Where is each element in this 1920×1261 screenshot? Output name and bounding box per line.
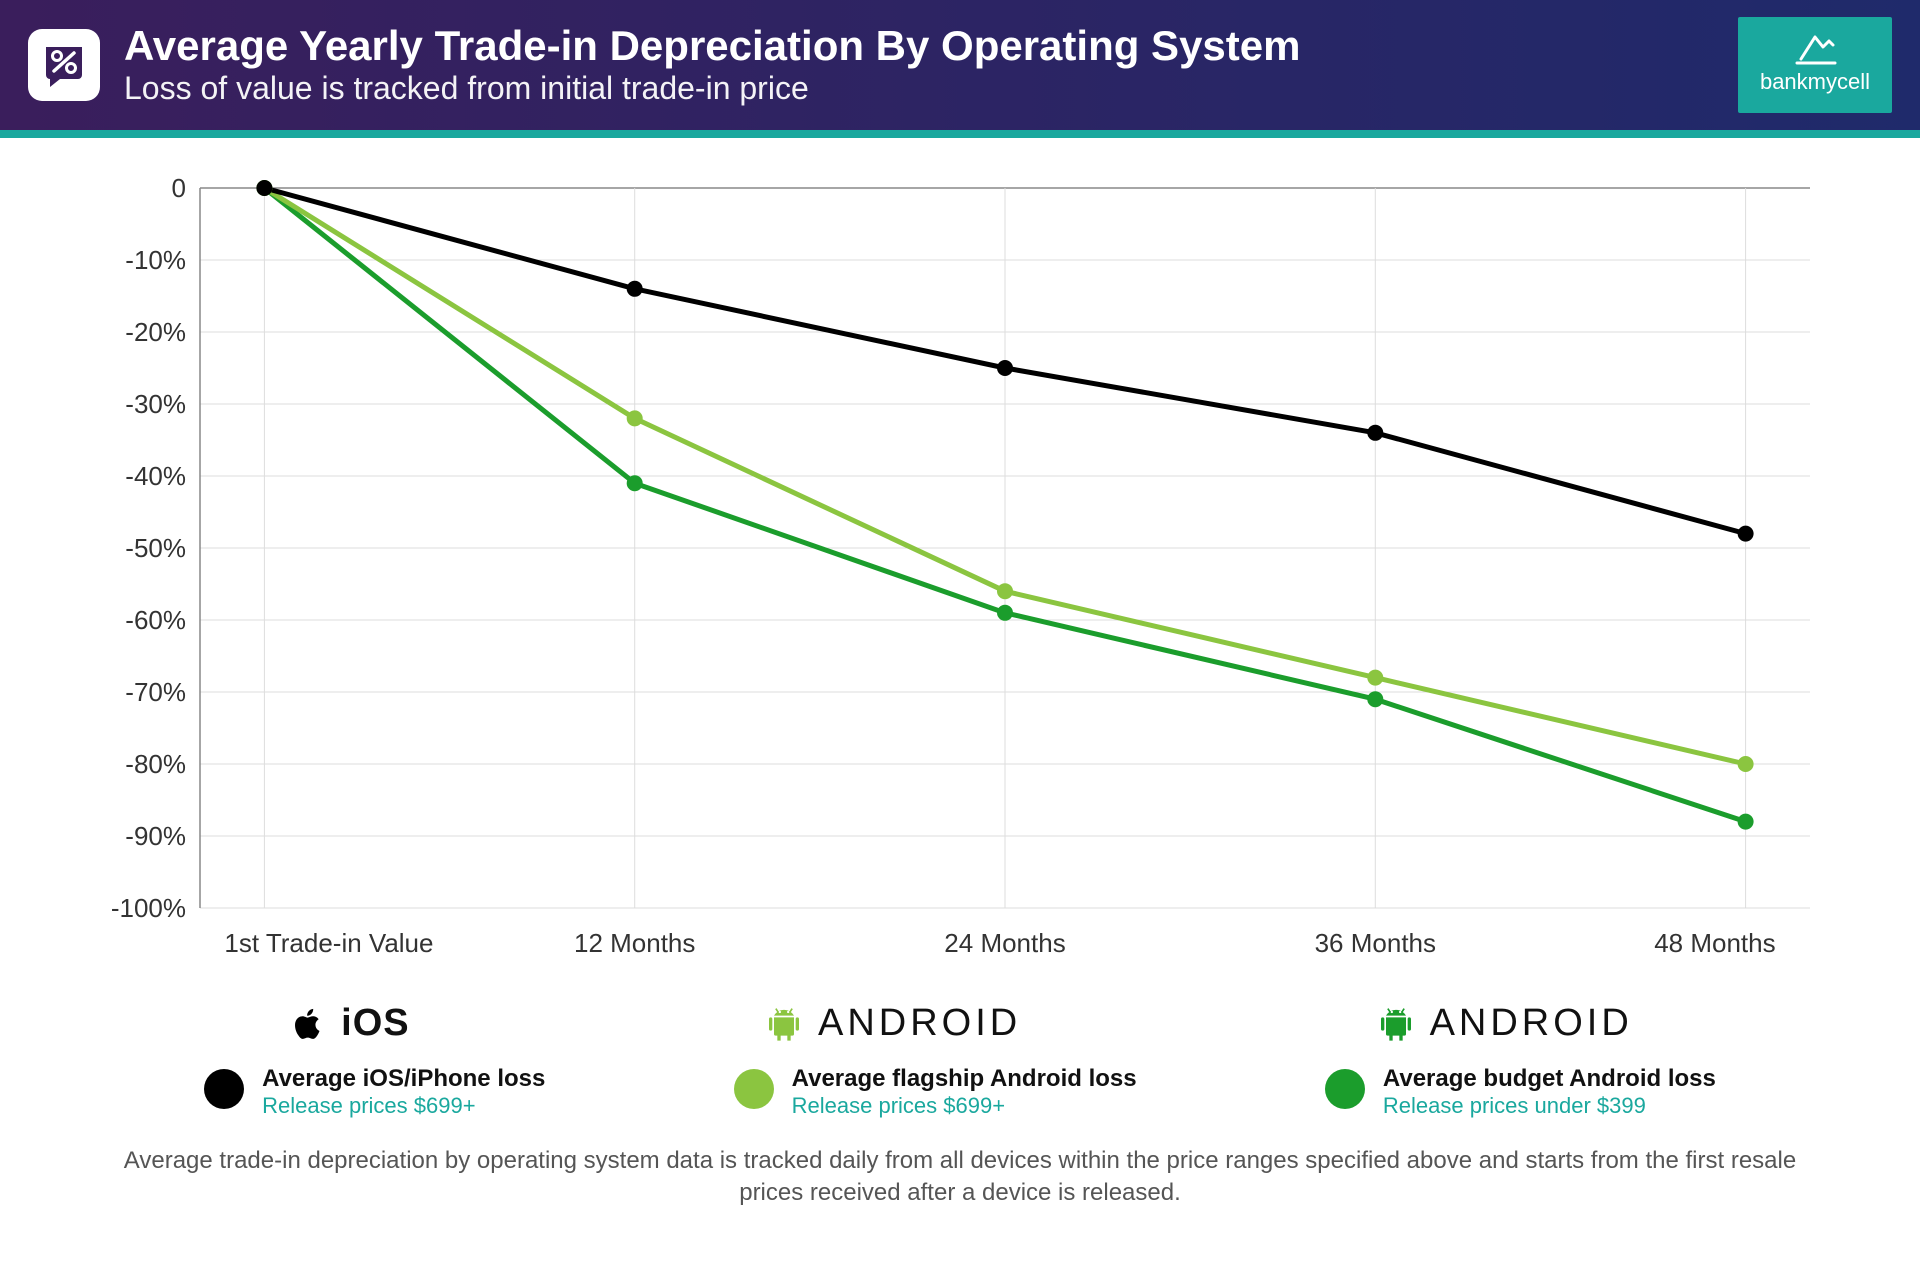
- svg-text:36 Months: 36 Months: [1315, 928, 1436, 958]
- svg-text:-80%: -80%: [125, 749, 186, 779]
- page-subtitle: Loss of value is tracked from initial tr…: [124, 69, 1300, 107]
- brand-name: bankmycell: [1760, 69, 1870, 95]
- page-title: Average Yearly Trade-in Depreciation By …: [124, 23, 1300, 69]
- legend-budget-sub: Release prices under $399: [1383, 1093, 1716, 1119]
- platform-android-flagship-label: android: [818, 1002, 1021, 1045]
- legend-ios-title: Average iOS/iPhone loss: [262, 1065, 545, 1093]
- legend-ios-sub: Release prices $699+: [262, 1093, 545, 1119]
- svg-text:-60%: -60%: [125, 605, 186, 635]
- svg-text:0: 0: [172, 173, 186, 203]
- legend-swatch-ios: [204, 1069, 244, 1109]
- android-icon: [764, 1004, 804, 1044]
- svg-text:-90%: -90%: [125, 821, 186, 851]
- teal-strip: [0, 130, 1920, 138]
- percent-badge-icon: [28, 29, 100, 101]
- svg-text:-30%: -30%: [125, 389, 186, 419]
- platform-android-budget-label: android: [1430, 1002, 1633, 1045]
- legend-swatch-flagship: [734, 1069, 774, 1109]
- legend-flagship: Average flagship Android loss Release pr…: [734, 1065, 1137, 1119]
- svg-text:1st Trade-in Value: 1st Trade-in Value: [224, 928, 433, 958]
- svg-text:24 Months: 24 Months: [944, 928, 1065, 958]
- svg-text:-40%: -40%: [125, 461, 186, 491]
- line-chart: 0 -10% -20% -30% -40% -50% -60% -70% -80% -90% -10…: [70, 168, 1850, 978]
- series-legend: Average iOS/iPhone loss Release prices $…: [0, 1055, 1920, 1137]
- legend-budget-title: Average budget Android loss: [1383, 1065, 1716, 1093]
- platform-ios: iOS: [287, 1002, 409, 1045]
- svg-text:12 Months: 12 Months: [574, 928, 695, 958]
- svg-text:-100%: -100%: [111, 893, 186, 923]
- chart-container: 0 -10% -20% -30% -40% -50% -60% -70% -80% -90% -10…: [0, 138, 1920, 978]
- svg-text:-70%: -70%: [125, 677, 186, 707]
- legend-swatch-budget: [1325, 1069, 1365, 1109]
- svg-text:-10%: -10%: [125, 245, 186, 275]
- header: Average Yearly Trade-in Depreciation By …: [0, 0, 1920, 130]
- header-left: Average Yearly Trade-in Depreciation By …: [28, 23, 1300, 108]
- legend-ios: Average iOS/iPhone loss Release prices $…: [204, 1065, 545, 1119]
- android-icon: [1376, 1004, 1416, 1044]
- svg-text:-50%: -50%: [125, 533, 186, 563]
- svg-text:48 Months: 48 Months: [1654, 928, 1775, 958]
- apple-icon: [287, 1004, 327, 1044]
- brand-icon: [1793, 31, 1837, 67]
- legend-budget: Average budget Android loss Release pric…: [1325, 1065, 1716, 1119]
- platform-android-budget: android: [1376, 1002, 1633, 1045]
- header-text: Average Yearly Trade-in Depreciation By …: [124, 23, 1300, 108]
- legend-flagship-sub: Release prices $699+: [792, 1093, 1137, 1119]
- legend-flagship-title: Average flagship Android loss: [792, 1065, 1137, 1093]
- svg-text:-20%: -20%: [125, 317, 186, 347]
- platform-android-flagship: android: [764, 1002, 1021, 1045]
- platform-ios-label: iOS: [341, 1002, 409, 1045]
- footnote: Average trade-in depreciation by operati…: [0, 1137, 1920, 1210]
- brand-logo: bankmycell: [1738, 17, 1892, 113]
- platform-row: iOS android android: [0, 978, 1920, 1055]
